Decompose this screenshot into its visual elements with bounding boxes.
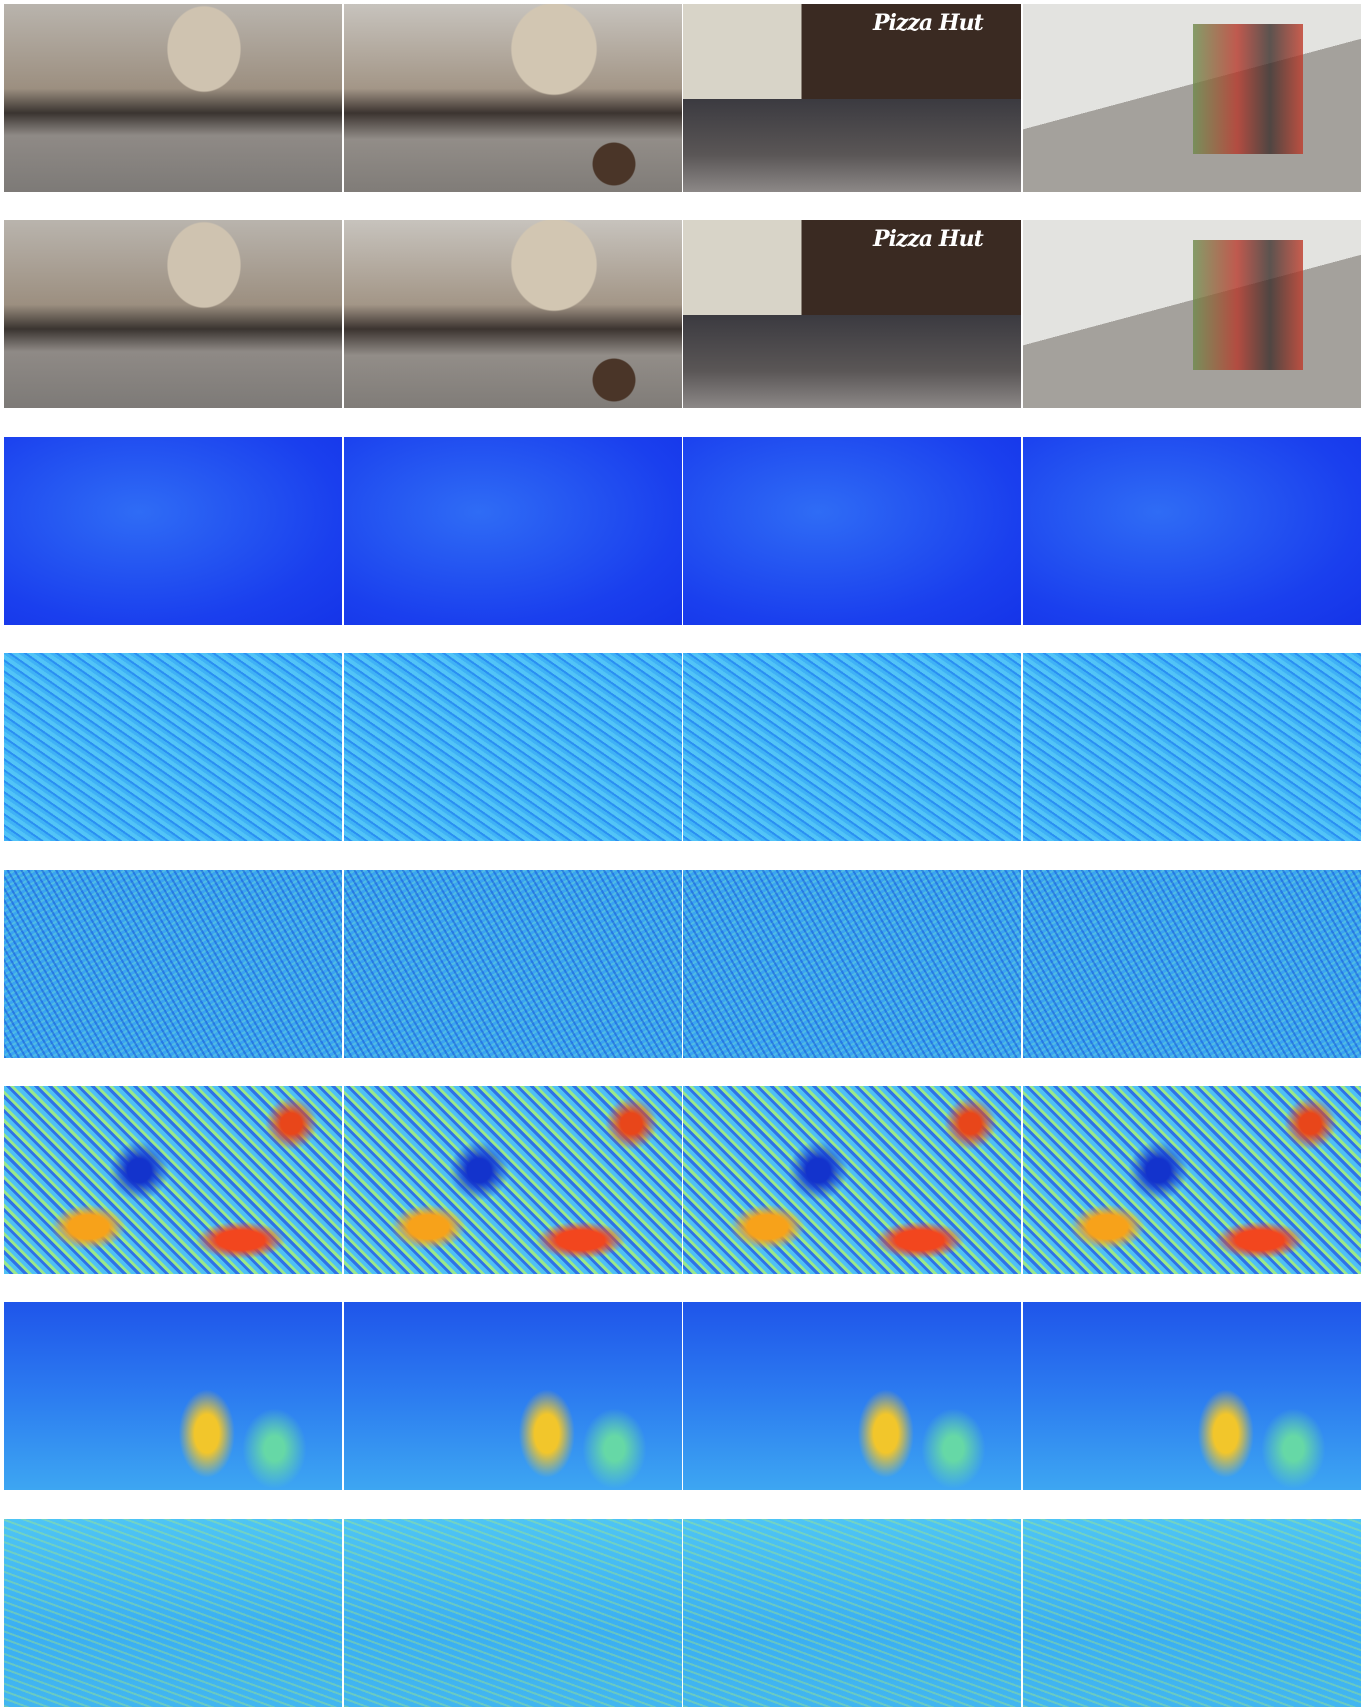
photo-panel: Pizza Hut	[683, 4, 1021, 192]
heatmap-panel	[343, 1086, 682, 1274]
store-sign: Pizza Hut	[873, 10, 984, 36]
heatmap-panel	[1022, 653, 1361, 842]
heatmap-panel	[1022, 869, 1361, 1058]
store-sign: Pizza Hut	[873, 226, 984, 253]
heatmap-panel	[4, 1302, 342, 1491]
heatmap-panel	[4, 1518, 342, 1707]
photo-panel	[1022, 4, 1361, 192]
photo-panel	[1022, 220, 1361, 409]
heatmap-panel	[4, 869, 342, 1058]
heatmap-panel	[683, 1518, 1021, 1707]
heatmap-panel	[343, 1302, 682, 1491]
heatmap-panel	[1022, 436, 1361, 625]
photo-panel: Pizza Hut	[683, 220, 1021, 409]
photo-panel	[4, 4, 342, 192]
heatmap-panel	[4, 436, 342, 625]
heatmap-panel	[683, 436, 1021, 625]
heatmap-panel	[343, 869, 682, 1058]
heatmap-panel	[683, 653, 1021, 842]
heatmap-panel	[1022, 1086, 1361, 1274]
heatmap-panel	[343, 653, 682, 842]
heatmap-panel	[683, 1086, 1021, 1274]
heatmap-panel	[343, 1518, 682, 1707]
heatmap-panel	[1022, 1302, 1361, 1491]
heatmap-panel	[4, 1086, 342, 1274]
photo-panel	[343, 220, 682, 409]
heatmap-panel	[683, 1302, 1021, 1491]
heatmap-panel	[683, 869, 1021, 1058]
heatmap-panel	[4, 653, 342, 842]
heatmap-panel	[1022, 1518, 1361, 1707]
photo-panel	[343, 4, 682, 192]
photo-panel	[4, 220, 342, 409]
heatmap-panel	[343, 436, 682, 625]
